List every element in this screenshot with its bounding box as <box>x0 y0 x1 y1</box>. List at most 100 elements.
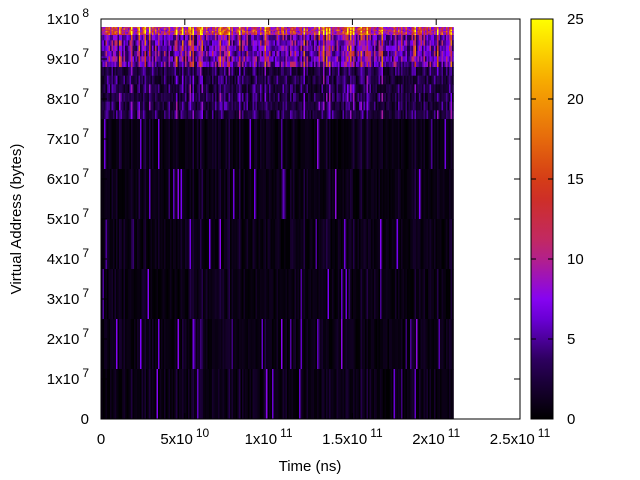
heatmap-cell <box>105 269 108 320</box>
heatmap-cell <box>351 119 354 170</box>
heatmap-cell <box>240 27 243 29</box>
heatmap-cell <box>354 369 357 419</box>
heatmap-cell <box>116 31 118 33</box>
heatmap-cell <box>210 29 213 32</box>
heatmap-cell <box>207 84 210 94</box>
heatmap-cell <box>305 40 307 46</box>
heatmap-cell <box>258 56 261 62</box>
heatmap-cell <box>326 219 328 270</box>
heatmap-cell <box>387 93 390 102</box>
heatmap-cell <box>401 110 403 120</box>
heatmap-cell <box>207 169 210 220</box>
heatmap-cell <box>156 56 159 62</box>
heatmap-cell <box>140 84 142 94</box>
heatmap-cell <box>119 45 121 52</box>
heatmap-cell <box>251 84 253 94</box>
heatmap-cell <box>284 319 286 370</box>
heatmap-cell <box>230 28 232 30</box>
heatmap-cell <box>192 61 195 68</box>
heatmap-cell <box>272 31 274 33</box>
heatmap-cell <box>272 40 274 46</box>
heatmap-cell <box>356 27 358 29</box>
heatmap-cell <box>386 61 388 68</box>
heatmap-cell <box>219 32 222 34</box>
heatmap-cell <box>104 31 106 33</box>
heatmap-cell <box>276 29 279 32</box>
heatmap-cell <box>383 93 385 102</box>
heatmap-cell <box>333 35 336 41</box>
heatmap-cell <box>275 101 277 111</box>
heatmap-cell <box>365 40 367 46</box>
heatmap-cell <box>299 369 301 419</box>
heatmap-cell <box>267 119 270 170</box>
heatmap-cell <box>228 219 231 270</box>
heatmap-cell <box>383 61 385 68</box>
heatmap-cell <box>269 45 271 52</box>
heatmap-cell <box>390 32 393 34</box>
heatmap-cell <box>396 33 399 36</box>
heatmap-cell <box>273 32 276 34</box>
heatmap-cell <box>335 27 337 29</box>
heatmap-cell <box>363 369 366 419</box>
heatmap-cell <box>128 67 130 76</box>
heatmap-cell <box>224 56 226 62</box>
heatmap-cell <box>342 219 345 270</box>
heatmap-cell <box>276 31 279 33</box>
heatmap-cell <box>168 101 171 111</box>
heatmap-cell <box>138 67 141 76</box>
heatmap-cell <box>230 101 232 111</box>
heatmap-cell <box>339 84 342 94</box>
heatmap-cell <box>275 110 277 120</box>
heatmap-cell <box>129 33 132 36</box>
heatmap-cell <box>155 75 157 85</box>
heatmap-cell <box>105 110 108 120</box>
heatmap-cell <box>251 110 253 120</box>
heatmap-cell <box>168 51 171 57</box>
heatmap-cell <box>156 29 159 32</box>
heatmap-cell <box>363 101 366 111</box>
heatmap-cell <box>327 31 330 33</box>
heatmap-cell <box>306 40 309 46</box>
heatmap-cell <box>381 369 384 419</box>
heatmap-cell <box>254 32 256 34</box>
heatmap-cell <box>296 56 298 62</box>
heatmap-cell <box>222 27 225 29</box>
heatmap-cell <box>354 35 357 41</box>
heatmap-cell <box>347 61 349 68</box>
heatmap-cell <box>369 369 372 419</box>
heatmap-cell <box>378 75 381 85</box>
heatmap-cell <box>378 56 381 62</box>
heatmap-cell <box>215 32 217 34</box>
heatmap-cell <box>410 269 412 320</box>
heatmap-cell <box>212 67 214 76</box>
heatmap-cell <box>267 61 270 68</box>
heatmap-cell <box>287 75 289 85</box>
heatmap-cell <box>255 35 258 41</box>
heatmap-cell <box>243 67 246 76</box>
heatmap-cell <box>194 61 196 68</box>
heatmap-cell <box>396 75 399 85</box>
heatmap-cell <box>254 269 256 320</box>
heatmap-cell <box>146 169 148 220</box>
heatmap-cell <box>341 219 343 270</box>
heatmap-cell <box>344 40 346 46</box>
heatmap-cell <box>120 51 123 57</box>
heatmap-cell <box>177 169 180 220</box>
heatmap-cell <box>240 61 243 68</box>
heatmap-cell <box>261 31 264 33</box>
heatmap-cell <box>143 28 145 30</box>
heatmap-cell <box>207 33 210 36</box>
heatmap-cell <box>240 56 243 62</box>
heatmap-cell <box>234 119 237 170</box>
heatmap-cell <box>305 33 307 36</box>
heatmap-cell <box>281 93 283 102</box>
heatmap-cell <box>110 84 112 94</box>
heatmap-cell <box>335 110 337 120</box>
heatmap-cell <box>407 219 409 270</box>
heatmap-cell <box>326 27 328 29</box>
heatmap-cell <box>174 51 177 57</box>
heatmap-cell <box>194 67 196 76</box>
heatmap-cell <box>224 319 226 370</box>
heatmap-cell <box>177 56 180 62</box>
heatmap-cell <box>152 84 154 94</box>
